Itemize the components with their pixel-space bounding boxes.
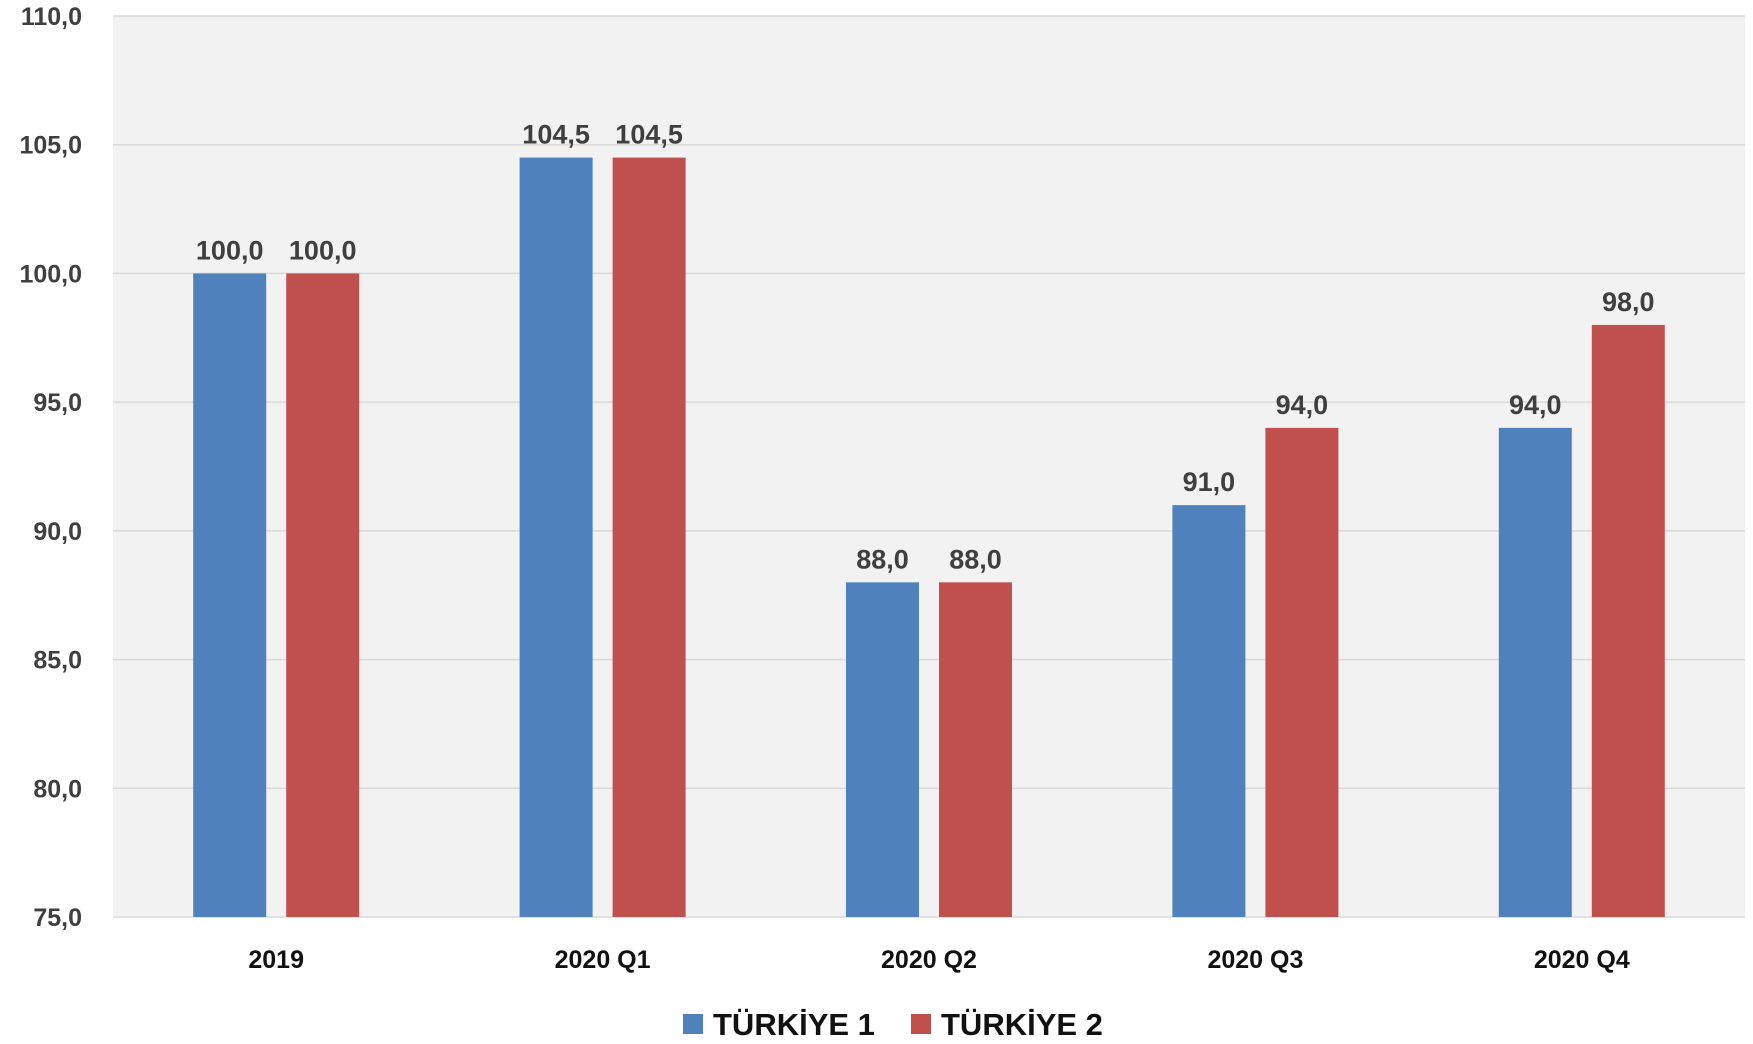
y-tick-label: 110,0 [21,3,82,31]
y-tick-label: 75,0 [33,904,82,932]
data-label: 88,0 [949,544,1002,574]
legend-swatch [911,1014,931,1034]
data-label: 94,0 [1276,390,1329,420]
legend-item-1: TÜRKİYE 1 [683,1007,875,1042]
data-label: 100,0 [196,235,264,265]
x-category-label: 2020 Q1 [555,946,651,974]
x-category-label: 2020 Q2 [881,946,977,974]
legend-label: TÜRKİYE 1 [713,1007,875,1042]
bar-series-2-2 [939,582,1012,917]
bar-series-2-4 [1591,324,1665,917]
data-label: 104,5 [615,120,683,150]
bar-series-1-3 [1172,505,1246,917]
x-axis-categories: 2019 2020 Q1 2020 Q2 2020 Q3 2020 Q4 [248,946,1629,974]
gridlines [113,15,1745,918]
legend: TÜRKİYE 1 TÜRKİYE 2 [683,1007,1103,1042]
data-label: 91,0 [1183,467,1236,497]
legend-swatch [683,1014,703,1034]
y-tick-label: 105,0 [19,132,82,160]
data-label: 98,0 [1602,287,1655,317]
legend-label: TÜRKİYE 2 [941,1007,1103,1042]
y-tick-label: 80,0 [33,775,82,803]
bar-series-2-3 [1265,427,1339,917]
bar-series-1-0 [193,273,267,917]
data-label: 100,0 [289,235,357,265]
bar-series-2-0 [286,273,360,917]
y-tick-label: 95,0 [33,389,82,417]
bar-series-1-4 [1498,427,1572,917]
y-tick-label: 90,0 [33,518,82,546]
data-label: 94,0 [1509,390,1562,420]
bar-series-1-1 [519,157,593,918]
legend-item-2: TÜRKİYE 2 [911,1007,1103,1042]
data-label: 104,5 [522,120,590,150]
data-label: 88,0 [856,544,909,574]
data-labels: 100,0 100,0 104,5 104,5 88,0 88,0 91,0 94,0 94,0… [196,120,1655,575]
plot-area [113,16,1745,917]
x-category-label: 2019 [248,946,304,974]
bar-series-1-2 [846,582,919,917]
bars [193,157,1665,918]
x-category-label: 2020 Q3 [1207,946,1303,974]
bar-series-2-1 [612,157,686,918]
y-tick-label: 100,0 [19,260,82,288]
y-tick-label: 85,0 [33,647,82,675]
x-category-label: 2020 Q4 [1534,946,1630,974]
y-axis-ticks: 75,0 80,0 85,0 90,0 95,0 100,0 105,0 110,0 [19,3,82,932]
